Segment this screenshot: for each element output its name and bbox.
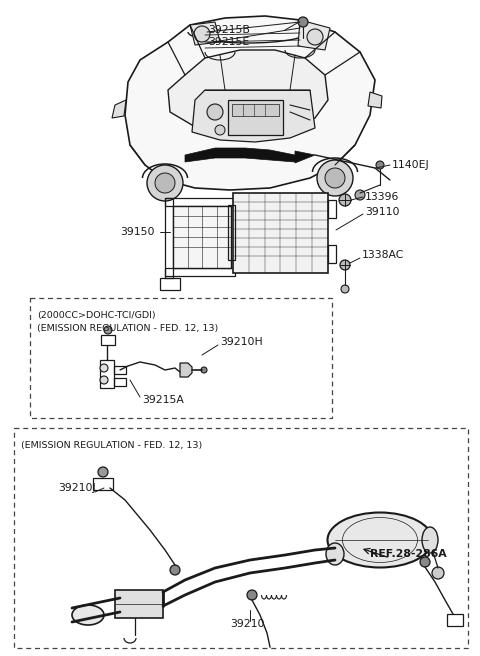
Bar <box>328 245 336 263</box>
Circle shape <box>420 557 430 567</box>
Text: 39210: 39210 <box>230 619 264 629</box>
Bar <box>228 100 283 135</box>
Polygon shape <box>298 20 330 50</box>
Bar <box>173 206 231 268</box>
Circle shape <box>207 104 223 120</box>
Circle shape <box>325 168 345 188</box>
Text: 39210J: 39210J <box>58 483 96 493</box>
Text: (EMISSION REGULATION - FED. 12, 13): (EMISSION REGULATION - FED. 12, 13) <box>37 324 218 333</box>
Text: 13396: 13396 <box>365 192 399 202</box>
Polygon shape <box>185 148 295 162</box>
Bar <box>115 590 163 618</box>
Circle shape <box>194 26 210 42</box>
Polygon shape <box>112 100 126 118</box>
Text: 1338AC: 1338AC <box>362 250 404 260</box>
Text: 39210H: 39210H <box>220 337 263 347</box>
Polygon shape <box>125 16 375 190</box>
Circle shape <box>298 17 308 27</box>
Polygon shape <box>368 92 382 108</box>
Bar <box>114 366 126 374</box>
Polygon shape <box>295 151 315 163</box>
Circle shape <box>104 326 112 334</box>
Circle shape <box>340 260 350 270</box>
Text: 39215A: 39215A <box>142 395 184 405</box>
Bar <box>101 335 115 345</box>
Text: REF.28-286A: REF.28-286A <box>370 549 446 559</box>
Circle shape <box>341 285 349 293</box>
Circle shape <box>317 160 353 196</box>
Bar <box>165 198 173 278</box>
Circle shape <box>100 376 108 384</box>
Polygon shape <box>168 50 328 133</box>
Circle shape <box>355 190 365 200</box>
Circle shape <box>100 364 108 372</box>
Polygon shape <box>190 22 220 45</box>
Circle shape <box>247 590 257 600</box>
Ellipse shape <box>326 543 344 565</box>
Circle shape <box>170 565 180 575</box>
Ellipse shape <box>327 512 432 567</box>
Circle shape <box>155 173 175 193</box>
Text: 39215E: 39215E <box>208 37 249 47</box>
Text: 1140EJ: 1140EJ <box>392 160 430 170</box>
Bar <box>165 268 235 276</box>
Circle shape <box>376 161 384 169</box>
Text: 39110: 39110 <box>365 207 399 217</box>
Circle shape <box>432 567 444 579</box>
Polygon shape <box>192 90 315 142</box>
Bar <box>93 478 113 490</box>
Bar <box>233 193 328 273</box>
Ellipse shape <box>72 605 104 625</box>
Bar <box>232 104 279 116</box>
Circle shape <box>98 467 108 477</box>
Circle shape <box>201 367 207 373</box>
Bar <box>328 200 336 218</box>
Circle shape <box>215 125 225 135</box>
Text: 39215B: 39215B <box>208 25 250 35</box>
Bar <box>447 614 463 626</box>
Text: (EMISSION REGULATION - FED. 12, 13): (EMISSION REGULATION - FED. 12, 13) <box>21 441 202 450</box>
Text: 39150: 39150 <box>120 227 155 237</box>
Bar <box>165 198 235 206</box>
Ellipse shape <box>422 527 438 553</box>
Bar <box>14 428 468 648</box>
Circle shape <box>339 194 351 206</box>
Bar <box>160 278 180 290</box>
Bar <box>114 378 126 386</box>
Circle shape <box>147 165 183 201</box>
Bar <box>228 205 235 260</box>
Polygon shape <box>180 363 192 377</box>
Circle shape <box>307 29 323 45</box>
Text: (2000CC>DOHC-TCI/GDI): (2000CC>DOHC-TCI/GDI) <box>37 311 156 320</box>
Bar <box>30 298 332 418</box>
Bar <box>100 360 114 388</box>
